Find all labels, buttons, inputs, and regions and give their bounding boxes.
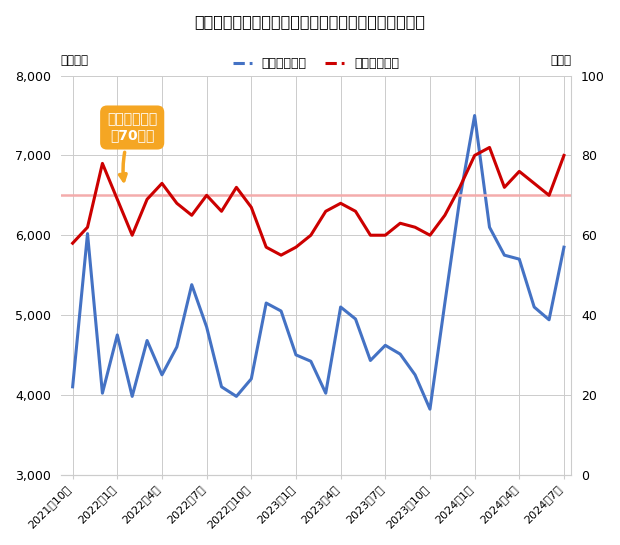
Text: （％）: （％） xyxy=(551,54,572,67)
Legend: 価格（万円）, 契約率（％）: 価格（万円）, 契約率（％） xyxy=(228,52,404,75)
Text: （万円）: （万円） xyxy=(61,54,89,67)
Text: 好不調ライン
（70％）: 好不調ライン （70％） xyxy=(107,112,157,181)
Text: 近畿圏（関西）の新築マンション価格と契約率の推移: 近畿圏（関西）の新築マンション価格と契約率の推移 xyxy=(195,14,425,29)
